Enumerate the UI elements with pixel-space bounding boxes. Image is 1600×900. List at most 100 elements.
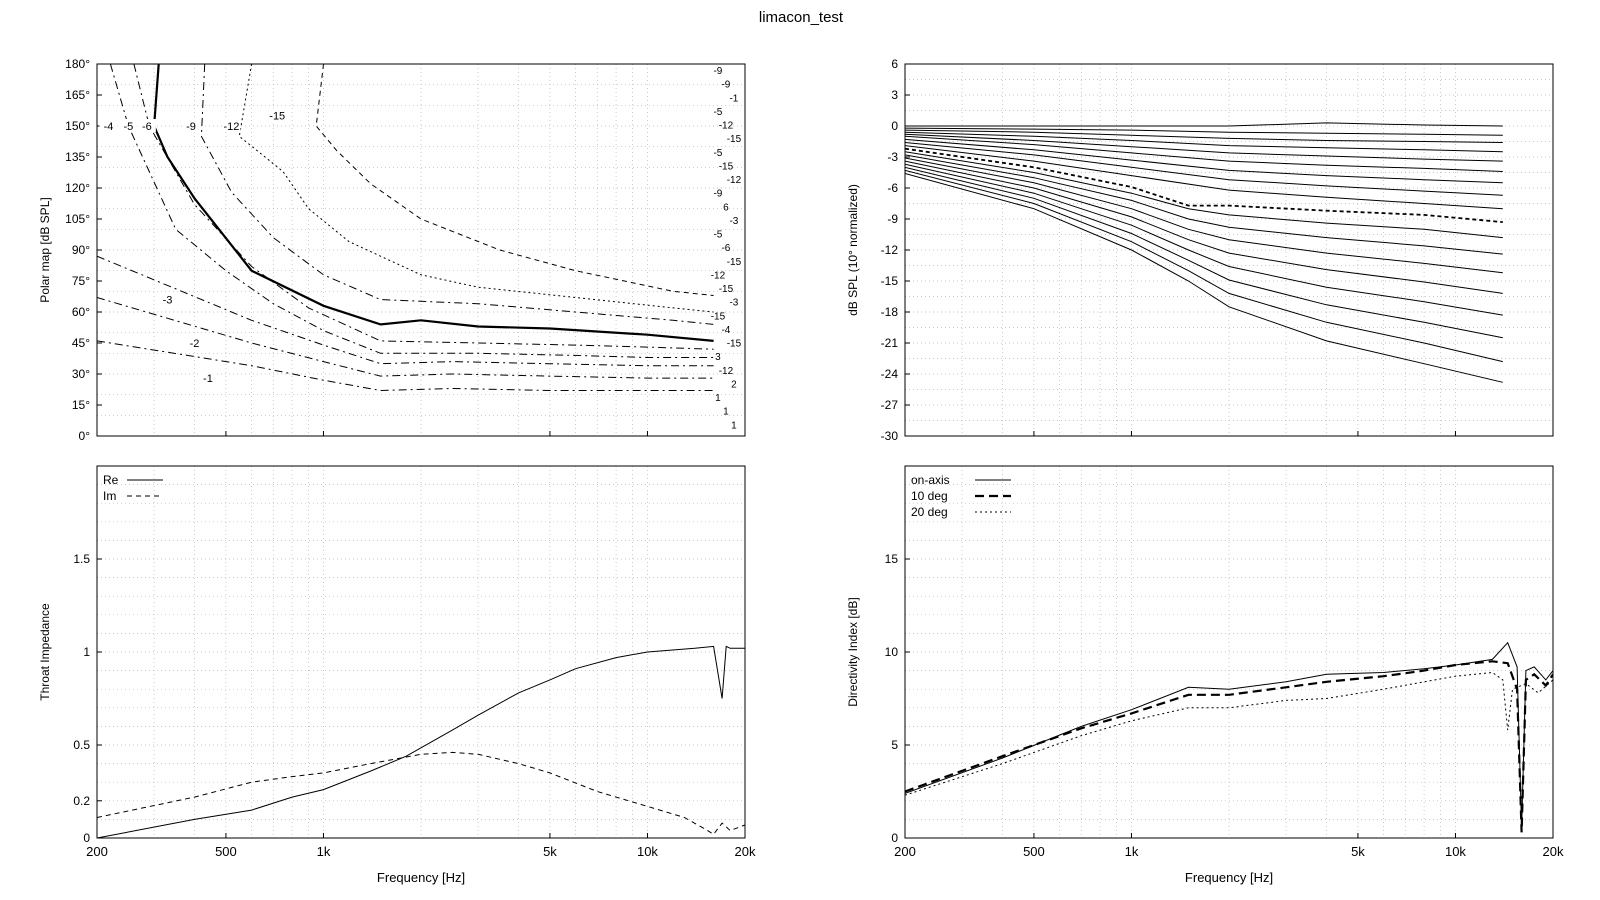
series-line	[905, 173, 1503, 383]
y-tick-label: -21	[881, 336, 899, 350]
x-tick-label: 1k	[1125, 844, 1139, 859]
y-tick-label: 105°	[65, 212, 90, 226]
contour-label: -15	[269, 111, 285, 123]
y-tick-label: -12	[881, 243, 899, 257]
x-tick-label: 20k	[735, 844, 756, 859]
y-tick-label: 1	[83, 645, 90, 659]
contour-label: -3	[729, 298, 738, 309]
series-line	[905, 131, 1503, 153]
directivity-index-panel: 200 500 1k 5k 10k 20k 0 5 10 15 Directivity Index …	[846, 465, 1564, 885]
y-tick-label: 165°	[65, 88, 90, 102]
y-axis-label: dB SPL (10° normalized)	[846, 184, 860, 316]
y-tick-label: 150°	[65, 119, 90, 133]
contour-label: -5	[713, 230, 722, 241]
x-tick-label: 500	[215, 844, 237, 859]
contour-label-bg	[185, 336, 204, 349]
series-line	[133, 64, 714, 350]
contour-label: -12	[719, 121, 734, 132]
y-tick-label: 120°	[65, 181, 90, 195]
y-tick-label: 0°	[79, 429, 91, 443]
contour-label: -1	[203, 373, 213, 385]
y-tick-label: -15	[881, 274, 899, 288]
contour-label: -2	[190, 338, 200, 350]
x-tick-label: 5k	[1351, 844, 1365, 859]
series-group	[97, 645, 745, 838]
y-tick-label: 5	[891, 738, 898, 752]
y-axis-label: Polar map [dB SPL]	[38, 197, 52, 302]
y-tick-label: -30	[881, 429, 899, 443]
contour-label: -6	[142, 121, 152, 133]
y-tick-label: 3	[891, 88, 898, 102]
contour-label-bg	[158, 292, 177, 306]
y-tick-label: 135°	[65, 150, 90, 164]
x-tick-label: 10k	[637, 844, 658, 859]
contour-label: -12	[719, 366, 734, 377]
x-tick-label: 200	[894, 844, 916, 859]
y-tick-label: -6	[887, 181, 898, 195]
polar-map-panel: 0° 15° 30° 45° 60° 75° 90° 105° 120° 135° 150° 165°…	[38, 57, 746, 443]
series-line	[97, 255, 714, 367]
y-tick-label: 15	[885, 552, 899, 566]
legend-label: 20 deg	[911, 505, 948, 519]
grid	[96, 63, 746, 437]
y-tick-label: 0	[83, 831, 90, 845]
contour-label-bg	[119, 119, 138, 132]
series-line	[905, 157, 1503, 274]
contour-label: -9	[713, 189, 722, 200]
contour-label-bg	[181, 119, 200, 132]
y-axis-label: Throat Impedance	[38, 603, 52, 701]
contour-label: -12	[727, 175, 742, 186]
figure-title: limacon_test	[759, 9, 844, 26]
contour-label-bg	[198, 371, 217, 385]
series-line	[905, 142, 1503, 196]
x-axis-label: Frequency [Hz]	[377, 870, 465, 885]
contour-label: -15	[727, 257, 742, 268]
y-tick-label: 15°	[72, 398, 90, 412]
legend-label: 10 deg	[911, 489, 948, 503]
contour-label: -4	[104, 121, 114, 133]
x-tick-label: 10k	[1445, 844, 1466, 859]
series-line	[905, 133, 1503, 162]
contour-label: -15	[711, 311, 726, 322]
series-line	[905, 660, 1553, 833]
x-tick-label: 20k	[1543, 844, 1564, 859]
series-line	[905, 163, 1503, 316]
contour-label: -5	[713, 148, 722, 159]
x-tick-label: 500	[1023, 844, 1045, 859]
y-tick-label: -9	[887, 212, 898, 226]
x-axis-label: Frequency [Hz]	[1185, 870, 1273, 885]
y-tick-label: -24	[881, 367, 899, 381]
y-tick-label: 0.5	[73, 738, 90, 752]
series-line	[905, 169, 1503, 363]
series-line	[905, 129, 1503, 143]
y-tick-label: 0	[891, 831, 898, 845]
contour-label-bg	[99, 119, 118, 132]
contour-label-bg	[222, 119, 241, 132]
contour-label: 1	[715, 393, 721, 404]
y-tick-label: -27	[881, 398, 899, 412]
series-line	[315, 64, 714, 296]
contour-label: -12	[711, 270, 726, 281]
contour-label: 6	[723, 202, 729, 213]
series-line	[905, 671, 1553, 796]
series-line	[905, 127, 1503, 136]
series-line	[905, 151, 1503, 239]
series-line	[905, 160, 1503, 294]
contour-label-bg	[137, 119, 156, 132]
x-tick-label: 200	[86, 844, 108, 859]
series-line	[152, 64, 714, 342]
y-tick-label: 6	[891, 57, 898, 71]
y-tick-label: 45°	[72, 336, 90, 350]
legend-label: on-axis	[911, 473, 950, 487]
legend-label: Im	[103, 489, 116, 503]
y-tick-label: 1.5	[73, 552, 90, 566]
series-line	[905, 145, 1503, 210]
contour-label: -3	[163, 295, 173, 307]
x-tick-label: 5k	[543, 844, 557, 859]
contour-label: -5	[713, 107, 722, 118]
legend: Re Im	[103, 473, 163, 503]
series-line	[905, 147, 1503, 223]
y-tick-label: 0	[891, 119, 898, 133]
